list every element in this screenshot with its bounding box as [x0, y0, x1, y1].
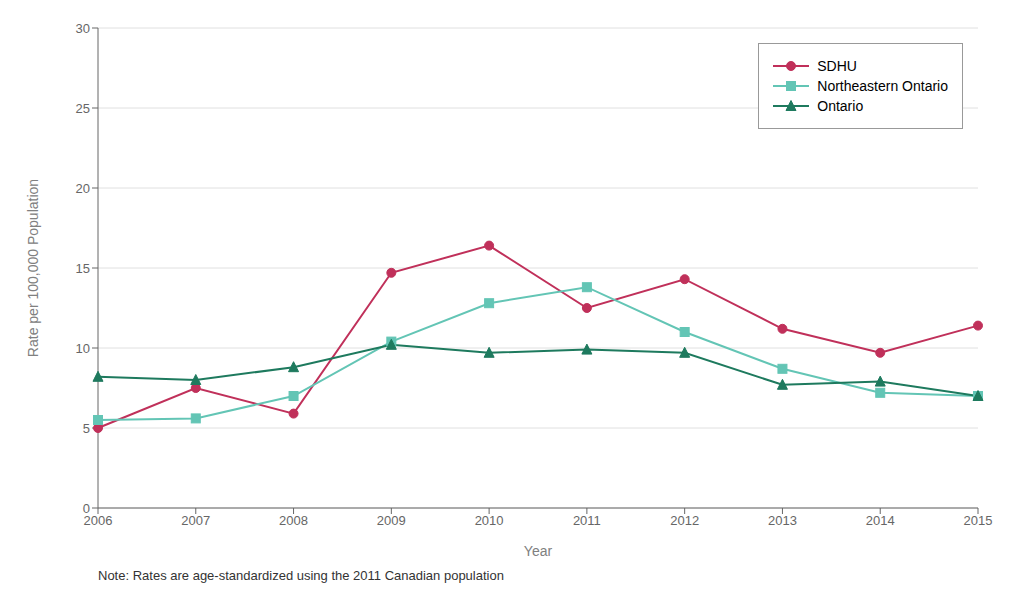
svg-text:20: 20 — [76, 181, 90, 196]
svg-text:2008: 2008 — [279, 513, 308, 528]
svg-text:2012: 2012 — [670, 513, 699, 528]
html-text:Note: Rates are age-standardiz: Note: Rates are age-standardized using t… — [98, 568, 504, 583]
html-text:SDHU: SDHU — [817, 58, 857, 74]
html-text:Ontario: Ontario — [817, 98, 864, 114]
svg-text:10: 10 — [76, 341, 90, 356]
svg-text:Rate per 100,000 Population: Rate per 100,000 Population — [25, 179, 41, 357]
svg-text:30: 30 — [76, 21, 90, 36]
svg-text:2009: 2009 — [377, 513, 406, 528]
svg-text:2007: 2007 — [181, 513, 210, 528]
svg-text:0: 0 — [83, 501, 90, 516]
svg-text:2011: 2011 — [573, 513, 601, 528]
svg-text:25: 25 — [76, 101, 90, 116]
svg-text:5: 5 — [83, 421, 90, 436]
svg-text:2015: 2015 — [964, 513, 993, 528]
svg-text:2006: 2006 — [83, 513, 113, 529]
svg-text:2013: 2013 — [768, 513, 797, 528]
svg-text:2014: 2014 — [866, 513, 895, 528]
svg-text:2010: 2010 — [475, 513, 504, 528]
html-text:Northeastern Ontario: Northeastern Ontario — [817, 78, 948, 94]
svg-text:15: 15 — [76, 261, 90, 276]
svg-text:Year: Year — [524, 543, 553, 559]
